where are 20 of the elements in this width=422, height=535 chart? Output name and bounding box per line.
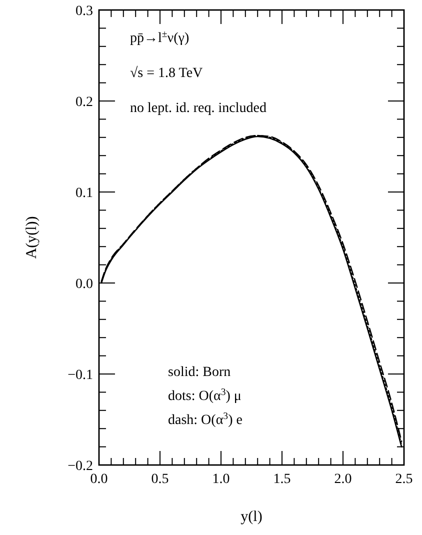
y-tick-label: 0.2 (76, 95, 93, 110)
x-tick-label: 1.5 (273, 472, 291, 487)
x-tick-label: 0.5 (151, 472, 169, 487)
y-tick-label: 0.0 (76, 277, 93, 292)
x-tick-label: 2.5 (395, 472, 413, 487)
y-tick-label: −0.2 (68, 459, 93, 474)
annotation: dash: O(α$^{3}$) e (168, 410, 242, 428)
y-tick-label: 0.1 (76, 186, 93, 201)
y-axis-title: A(y(l)) (24, 216, 40, 259)
x-tick-label: 2.0 (334, 472, 352, 487)
x-axis-title: y(l) (240, 509, 262, 525)
y-tick-label: 0.3 (76, 4, 93, 19)
annotation: no lept. id. req. included (130, 101, 266, 116)
x-tick-label: 0.0 (90, 472, 108, 487)
annotation: dots: O(α$^{3}$) μ (168, 386, 242, 404)
y-tick-label: −0.1 (68, 368, 93, 383)
annotation: √s = 1.8 TeV (130, 65, 203, 81)
annotation: solid: Born (168, 365, 231, 380)
x-tick-label: 1.0 (212, 472, 230, 487)
annotation: pp̄→l$^{±}$ν(γ) (130, 28, 190, 46)
